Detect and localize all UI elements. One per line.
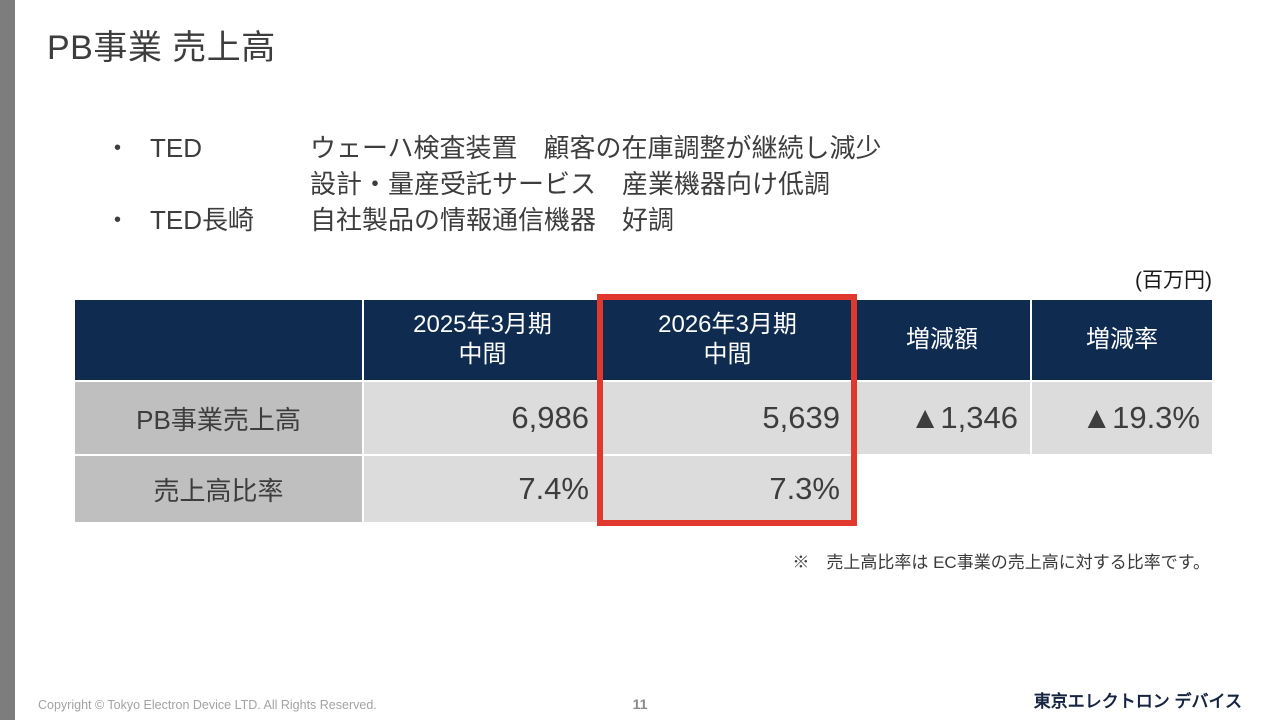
table-note: ※ 売上高比率は EC事業の売上高に対する比率です。 — [792, 553, 1210, 572]
table-header-change-rate: 増減率 — [1032, 300, 1212, 380]
page-number: 11 — [632, 696, 648, 712]
bullet-line: 自社製品の情報通信機器 好調 — [310, 205, 675, 235]
table-header-blank — [75, 300, 362, 380]
cell-pb-sales-fy2026: 5,639 — [603, 382, 852, 454]
table-header-fy2026-interim: 2026年3月期 中間 — [603, 300, 852, 380]
cell-sales-ratio-change-rate-empty — [1032, 456, 1212, 522]
left-accent-bar — [0, 0, 15, 720]
cell-sales-ratio-fy2025: 7.4% — [364, 456, 601, 522]
bullet-item-ted: • TED ウェーハ検査装置 顧客の在庫調整が継続し減少 設計・量産受託サービス… — [114, 130, 881, 202]
copyright-text: Copyright © Tokyo Electron Device LTD. A… — [38, 698, 377, 712]
cell-sales-ratio-change-amount-empty — [854, 456, 1030, 522]
bullet-line: ウェーハ検査装置 顧客の在庫調整が継続し減少 — [310, 133, 882, 163]
bullet-content: ウェーハ検査装置 顧客の在庫調整が継続し減少 設計・量産受託サービス 産業機器向… — [310, 130, 881, 202]
row-label-pb-sales: PB事業売上高 — [75, 382, 362, 454]
table-header-fy2025-interim: 2025年3月期 中間 — [364, 300, 601, 380]
company-logo: 東京エレクトロン デバイス — [1033, 692, 1242, 711]
cell-pb-sales-change-rate: ▲19.3% — [1032, 382, 1212, 454]
cell-sales-ratio-fy2026: 7.3% — [603, 456, 852, 522]
page-title: PB事業 売上高 — [47, 29, 276, 67]
cell-pb-sales-change-amount: ▲1,346 — [854, 382, 1030, 454]
sales-table-container: 2025年3月期 中間 2026年3月期 中間 増減額 増減率 PB事業売上高 … — [75, 294, 1212, 526]
table-header-change-amount: 増減額 — [854, 300, 1030, 380]
cell-pb-sales-fy2025: 6,986 — [364, 382, 601, 454]
bullet-icon: • — [114, 209, 122, 231]
bullet-label: TED長崎 — [150, 205, 255, 235]
bullet-line: 設計・量産受託サービス 産業機器向け低調 — [310, 169, 831, 199]
row-label-sales-ratio: 売上高比率 — [75, 456, 362, 522]
bullet-list: • TED ウェーハ検査装置 顧客の在庫調整が継続し減少 設計・量産受託サービス… — [114, 130, 881, 238]
bullet-item-ted-nagasaki: • TED長崎 自社製品の情報通信機器 好調 — [114, 202, 881, 238]
bullet-label: TED — [150, 133, 202, 163]
bullet-icon: • — [114, 137, 122, 159]
unit-label: (百万円) — [1135, 269, 1212, 292]
sales-table: 2025年3月期 中間 2026年3月期 中間 増減額 増減率 PB事業売上高 … — [75, 300, 1212, 522]
bullet-content: 自社製品の情報通信機器 好調 — [310, 202, 674, 238]
